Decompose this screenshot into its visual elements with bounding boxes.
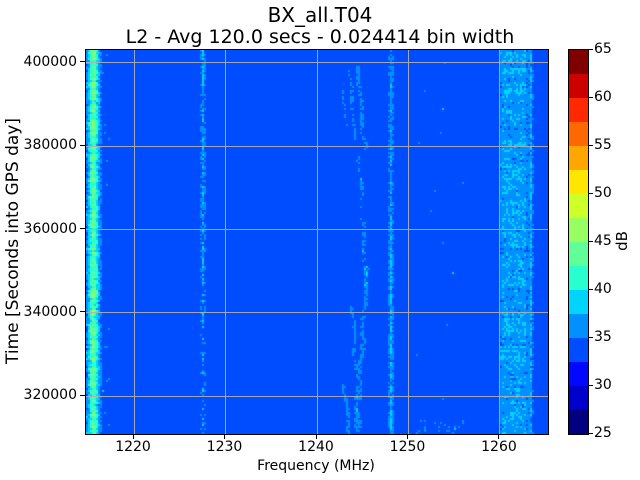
colorbar-tick-mark <box>589 432 593 434</box>
y-tick-mark <box>80 394 85 396</box>
colorbar-segment <box>569 218 588 242</box>
colorbar-segment <box>569 290 588 314</box>
colorbar <box>568 49 589 435</box>
colorbar-segment <box>569 74 588 98</box>
y-tick-mark <box>80 144 85 146</box>
x-tick-mark <box>406 435 408 439</box>
y-tick-label: 340000 <box>23 303 77 320</box>
colorbar-tick-mark <box>589 336 593 338</box>
colorbar-tick-label: 55 <box>594 137 612 153</box>
colorbar-segment <box>569 122 588 146</box>
colorbar-segment <box>569 50 588 74</box>
colorbar-tick-label: 40 <box>594 281 612 297</box>
colorbar-segment <box>569 146 588 170</box>
x-tick-label: 1230 <box>206 439 243 455</box>
x-tick-label: 1260 <box>481 439 517 455</box>
chart-title: BX_all.T04 <box>267 3 373 27</box>
colorbar-tick-mark <box>589 96 593 98</box>
colorbar-segment <box>569 194 588 218</box>
x-tick-label: 1220 <box>115 439 151 455</box>
x-tick-mark <box>315 435 317 439</box>
y-tick-label: 320000 <box>23 387 77 404</box>
colorbar-segment <box>569 170 588 194</box>
colorbar-tick-mark <box>589 288 593 290</box>
colorbar-tick-label: 35 <box>594 329 612 345</box>
y-tick-mark <box>80 311 85 313</box>
heatmap-plot-area <box>85 49 549 435</box>
colorbar-segment <box>569 338 588 362</box>
colorbar-tick-label: 60 <box>594 89 612 105</box>
colorbar-tick-label: 45 <box>594 233 612 249</box>
x-tick-mark <box>132 435 134 439</box>
colorbar-tick-mark <box>589 192 593 194</box>
x-tick-mark <box>224 435 225 439</box>
y-tick-label: 400000 <box>23 53 77 70</box>
colorbar-tick-label: 25 <box>594 425 612 441</box>
y-tick-mark <box>80 228 85 229</box>
colorbar-segment <box>569 410 588 434</box>
x-tick-label: 1250 <box>389 439 426 455</box>
x-tick-mark <box>498 435 500 439</box>
colorbar-segment <box>569 386 588 410</box>
colorbar-tick-mark <box>589 384 593 386</box>
colorbar-segment <box>569 314 588 338</box>
colorbar-segment <box>569 98 588 122</box>
spectrogram-canvas <box>86 50 548 434</box>
colorbar-segment <box>569 242 588 266</box>
colorbar-tick-label: 50 <box>594 185 612 201</box>
colorbar-tick-mark <box>589 144 593 146</box>
colorbar-tick-mark <box>589 48 593 50</box>
x-axis-label: Frequency (MHz) <box>257 458 375 474</box>
y-tick-mark <box>80 61 85 63</box>
y-tick-label: 360000 <box>23 220 77 237</box>
colorbar-segment <box>569 266 588 290</box>
colorbar-tick-label: 65 <box>594 41 612 57</box>
y-axis-label: Time [Seconds into GPS day] <box>3 118 23 364</box>
chart-subtitle: L2 - Avg 120.0 secs - 0.024414 bin width <box>125 26 515 48</box>
colorbar-tick-mark <box>589 240 593 242</box>
y-tick-label: 380000 <box>23 137 77 154</box>
colorbar-tick-label: 30 <box>594 377 612 393</box>
colorbar-segment <box>569 362 588 386</box>
x-tick-label: 1240 <box>298 439 334 455</box>
colorbar-label: dB <box>613 231 631 251</box>
